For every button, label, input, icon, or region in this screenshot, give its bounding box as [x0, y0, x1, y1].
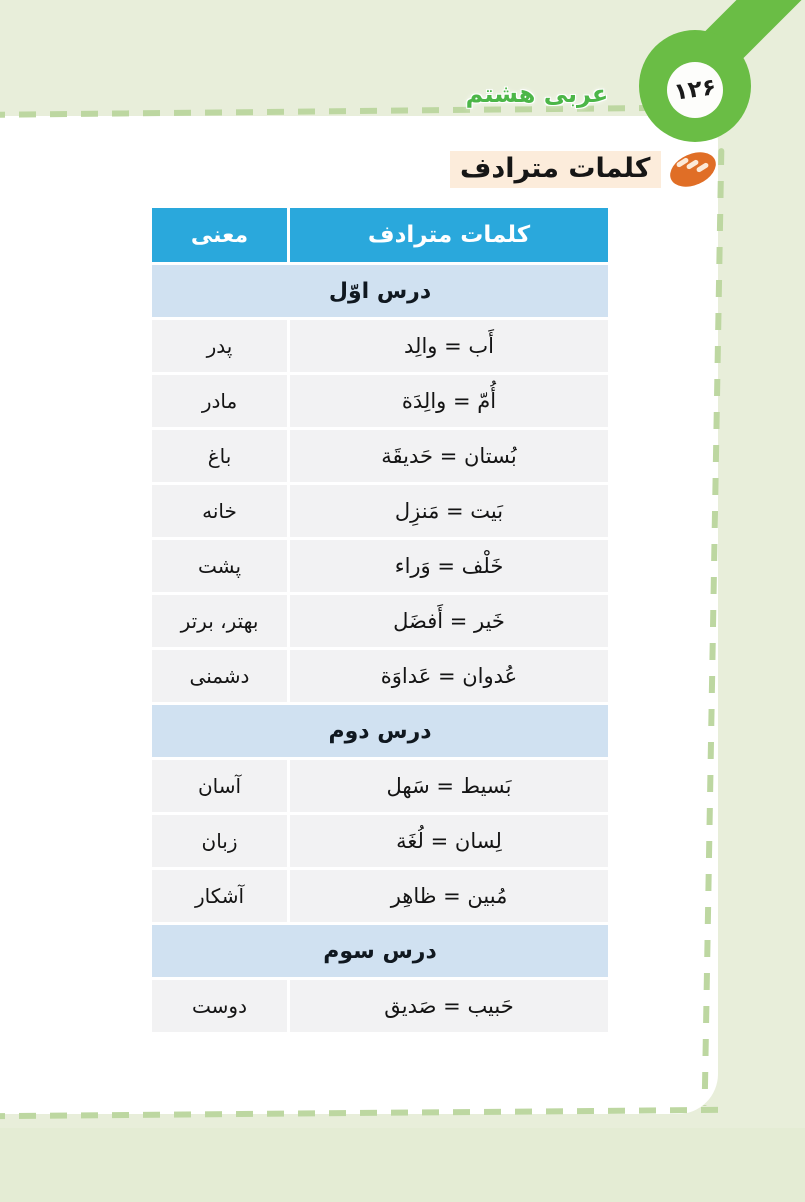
meaning-cell: مادر	[152, 375, 287, 427]
bread-icon	[664, 145, 721, 194]
table-row: لِسان = لُغَة زبان	[152, 815, 608, 867]
synonyms-cell: لِسان = لُغَة	[290, 815, 608, 867]
bottom-margin-band	[0, 1128, 805, 1202]
meaning-cell: دوست	[152, 980, 287, 1032]
synonyms-cell: حَبیب = صَدیق	[290, 980, 608, 1032]
header-synonyms: کلمات مترادف	[290, 208, 608, 262]
table-header-row: کلمات مترادف معنی	[152, 208, 608, 262]
table-row: خَلْف = وَراء پشت	[152, 540, 608, 592]
header-meaning: معنی	[152, 208, 287, 262]
lesson-section-row: درس دوم	[152, 705, 608, 757]
synonyms-cell: عُدوان = عَداوَة	[290, 650, 608, 702]
meaning-cell: زبان	[152, 815, 287, 867]
lesson-section-row: درس سوم	[152, 925, 608, 977]
synonyms-cell: بَیت = مَنزِل	[290, 485, 608, 537]
meaning-cell: آسان	[152, 760, 287, 812]
synonyms-cell: خَیر = أَفضَل	[290, 595, 608, 647]
section-heading: کلمات مترادف	[450, 145, 721, 194]
synonyms-cell: بُستان = حَدیقَة	[290, 430, 608, 482]
synonyms-cell: خَلْف = وَراء	[290, 540, 608, 592]
meaning-cell: دشمنی	[152, 650, 287, 702]
lesson-section-label: درس اوّل	[152, 265, 608, 317]
book-title: عربی هشتم	[465, 80, 609, 108]
table-row: بُستان = حَدیقَة باغ	[152, 430, 608, 482]
table-row: بَسیط = سَهل آسان	[152, 760, 608, 812]
table-row: عُدوان = عَداوَة دشمنی	[152, 650, 608, 702]
synonyms-cell: بَسیط = سَهل	[290, 760, 608, 812]
synonyms-cell: أُمّ = والِدَة	[290, 375, 608, 427]
table-row: مُبین = ظاهِر آشکار	[152, 870, 608, 922]
table-row: خَیر = أَفضَل بهتر، برتر	[152, 595, 608, 647]
meaning-cell: باغ	[152, 430, 287, 482]
synonyms-table: کلمات مترادف معنی درس اوّل أَب = والِد پدر…	[152, 208, 608, 1035]
table-row: أَب = والِد پدر	[152, 320, 608, 372]
page-number-hole: ۱۲۶	[667, 62, 723, 118]
table-row: أُمّ = والِدَة مادر	[152, 375, 608, 427]
page-number: ۱۲۶	[672, 74, 718, 106]
meaning-cell: بهتر، برتر	[152, 595, 287, 647]
synonyms-cell: أَب = والِد	[290, 320, 608, 372]
meaning-cell: آشکار	[152, 870, 287, 922]
lesson-section-row: درس اوّل	[152, 265, 608, 317]
table-row: بَیت = مَنزِل خانه	[152, 485, 608, 537]
lesson-section-label: درس دوم	[152, 705, 608, 757]
synonyms-table-body: درس اوّل أَب = والِد پدر أُمّ = والِدَة مادر…	[152, 265, 608, 1032]
bread-icon-body	[664, 145, 721, 194]
table-row: حَبیب = صَدیق دوست	[152, 980, 608, 1032]
meaning-cell: پدر	[152, 320, 287, 372]
meaning-cell: پشت	[152, 540, 287, 592]
synonyms-cell: مُبین = ظاهِر	[290, 870, 608, 922]
heading-title: کلمات مترادف	[450, 150, 661, 188]
meaning-cell: خانه	[152, 485, 287, 537]
lesson-section-label: درس سوم	[152, 925, 608, 977]
